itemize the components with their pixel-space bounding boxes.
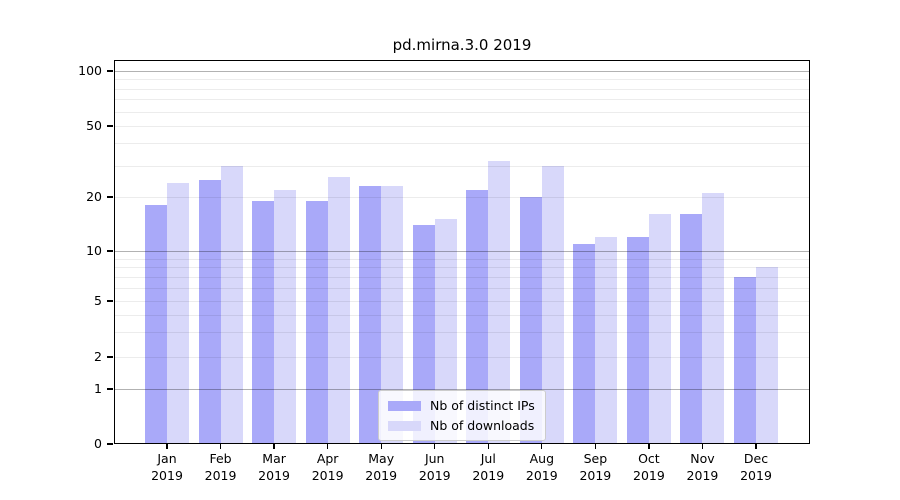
- legend-item-downloads: Nb of downloads: [388, 418, 536, 433]
- x-tick-mark: [380, 444, 382, 449]
- legend-label-distinct-ips: Nb of distinct IPs: [430, 398, 535, 413]
- x-tick-label: Oct 2019: [633, 451, 665, 483]
- x-tick-label: May 2019: [365, 451, 398, 483]
- x-tick-mark: [434, 444, 436, 449]
- y-tick-mark: [107, 300, 113, 302]
- bar-distinct-ips: [680, 214, 703, 444]
- bar-downloads: [274, 189, 297, 444]
- x-tick-mark: [166, 444, 168, 449]
- y-tick-label: 1: [94, 381, 102, 396]
- y-tick-label: 2: [94, 349, 102, 364]
- bar-downloads: [488, 160, 511, 444]
- y-tick-label: 50: [86, 118, 102, 133]
- x-tick-label: Jan 2019: [151, 451, 183, 483]
- legend-swatch-distinct-ips: [388, 400, 421, 411]
- y-tick-mark: [107, 356, 113, 358]
- x-tick-mark: [701, 444, 704, 449]
- y-tick-label: 10: [86, 243, 102, 258]
- x-tick-label: Mar 2019: [258, 451, 290, 483]
- y-tick-label: 100: [78, 63, 102, 78]
- bar-downloads: [167, 182, 189, 444]
- bar-downloads: [220, 165, 243, 444]
- bar-distinct-ips: [519, 197, 542, 444]
- minor-gridline: [114, 143, 810, 145]
- y-tick-mark: [107, 70, 113, 72]
- minor-gridline: [114, 126, 810, 127]
- y-tick-label: 0: [94, 436, 102, 451]
- x-tick-label: Sep 2019: [579, 451, 612, 483]
- minor-gridline: [114, 111, 810, 113]
- y-tick-mark: [107, 443, 113, 445]
- major-gridline: [114, 71, 810, 72]
- x-tick-label: Aug 2019: [525, 451, 558, 483]
- bar-distinct-ips: [734, 276, 756, 444]
- chart-title: pd.mirna.3.0 2019: [392, 36, 532, 54]
- y-tick-mark: [107, 125, 113, 127]
- bar-distinct-ips: [359, 186, 382, 444]
- x-tick-mark: [219, 444, 222, 449]
- y-tick-label: 5: [94, 293, 102, 308]
- x-tick-label: Jul 2019: [472, 451, 505, 483]
- bar-downloads: [541, 165, 564, 444]
- bar-downloads: [595, 236, 618, 444]
- x-tick-mark: [326, 444, 329, 449]
- bar-distinct-ips: [252, 201, 275, 444]
- x-tick-mark: [755, 444, 757, 449]
- y-tick-mark: [107, 196, 113, 198]
- legend-label-downloads: Nb of downloads: [430, 418, 535, 433]
- x-tick-label: Apr 2019: [311, 451, 344, 483]
- bar-distinct-ips: [305, 201, 328, 444]
- minor-gridline: [114, 165, 810, 167]
- legend-swatch-downloads: [388, 420, 421, 431]
- bar-distinct-ips: [145, 205, 167, 444]
- x-tick-label: Feb 2019: [204, 451, 237, 483]
- legend: Nb of distinct IPs Nb of downloads: [378, 390, 546, 441]
- plot-area: [114, 60, 810, 444]
- bar-distinct-ips: [198, 179, 221, 444]
- x-tick-mark: [594, 444, 596, 449]
- bar-distinct-ips: [466, 189, 489, 444]
- bar-distinct-ips: [573, 243, 596, 444]
- x-tick-mark: [487, 444, 489, 449]
- minor-gridline: [114, 88, 810, 90]
- legend-item-distinct-ips: Nb of distinct IPs: [388, 398, 536, 413]
- bar-downloads: [381, 186, 404, 444]
- x-tick-mark: [541, 444, 543, 449]
- y-tick-mark: [107, 250, 113, 252]
- bar-downloads: [648, 214, 671, 444]
- bar-downloads: [756, 267, 778, 444]
- x-tick-label: Nov 2019: [686, 451, 719, 483]
- minor-gridline: [114, 99, 810, 101]
- bar-downloads: [434, 219, 457, 444]
- x-tick-label: Dec 2019: [740, 451, 772, 483]
- x-tick-mark: [648, 444, 650, 449]
- bar-distinct-ips: [412, 224, 435, 444]
- x-tick-mark: [273, 444, 275, 449]
- minor-gridline: [114, 79, 810, 81]
- bar-downloads: [327, 176, 350, 444]
- y-tick-label: 20: [86, 189, 102, 204]
- bar-downloads: [702, 193, 725, 444]
- y-tick-mark: [107, 388, 113, 390]
- x-tick-label: Jun 2019: [418, 451, 451, 483]
- bar-distinct-ips: [626, 236, 649, 444]
